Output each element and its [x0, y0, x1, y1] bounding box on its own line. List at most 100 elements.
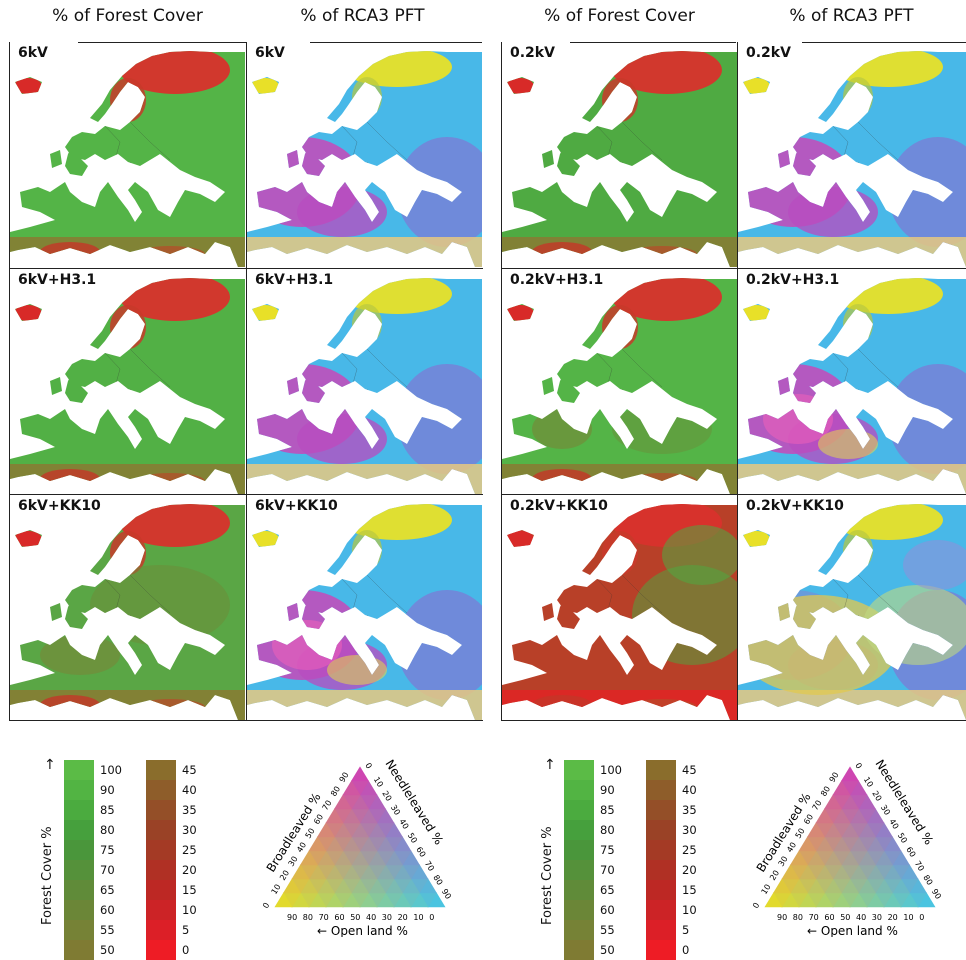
triangle-cell: [781, 864, 800, 880]
map-label: 6kV: [253, 44, 287, 62]
triangle-tick: 50: [406, 831, 419, 844]
triangle-tick: 10: [903, 913, 913, 922]
map-02kv-forest: 0.2kV: [502, 42, 737, 267]
triangle-tick: 0: [429, 913, 434, 922]
triangle-tick: 90: [440, 887, 453, 900]
forest-cover-tick: 30: [682, 823, 697, 837]
header-pft-right: % of RCA3 PFT: [789, 6, 914, 26]
triangle-cell: [772, 878, 792, 894]
triangle-tick: 90: [287, 913, 297, 922]
triangle-tick: 0: [261, 901, 271, 910]
triangle-cell: [840, 766, 860, 782]
map-02kv-kk10-forest: 0.2kV+KK10: [502, 495, 737, 720]
forest-cover-tick: 0: [682, 943, 690, 957]
forest-cover-tick: 70: [600, 863, 615, 877]
forest-cover-tick: 85: [100, 803, 115, 817]
triangle-tick: 60: [414, 845, 427, 858]
forest-cover-tick: 60: [600, 903, 615, 917]
forest-cover-swatch: [64, 820, 94, 840]
map-6kv-kk10-forest: 6kV+KK10: [10, 495, 245, 720]
forest-cover-tick: 75: [600, 843, 615, 857]
forest-cover-tick: 10: [682, 903, 697, 917]
forest-cover-tick: 30: [182, 823, 197, 837]
triangle-cell: [798, 836, 817, 852]
forest-cover-tick: 45: [182, 763, 197, 777]
triangle-cell: [316, 822, 336, 838]
forest-cover-tick: 50: [100, 943, 115, 957]
forest-cover-tick: 85: [600, 803, 615, 817]
map-label: 0.2kV+KK10: [508, 497, 610, 515]
triangle-cell: [308, 836, 327, 852]
forest-cover-legend-title: Forest Cover %: [540, 826, 555, 925]
openland-axis-label: ← Open land %: [807, 924, 898, 937]
forest-cover-swatch: [146, 840, 176, 860]
triangle-tick: 60: [824, 913, 834, 922]
forest-cover-swatch: [646, 820, 676, 840]
map-02kv-pft: 0.2kV: [738, 42, 966, 267]
triangle-tick: 0: [751, 901, 761, 910]
triangle-tick: 10: [372, 775, 385, 788]
triangle-tick: 70: [913, 859, 926, 872]
forest-cover-swatch: [646, 860, 676, 880]
map-02kv-kk10-pft: 0.2kV+KK10: [738, 495, 966, 720]
forest-cover-tick: 35: [182, 803, 197, 817]
forest-cover-swatch: [564, 840, 594, 860]
triangle-tick: 50: [304, 827, 317, 840]
map-label: 0.2kV+H3.1: [744, 271, 842, 289]
triangle-tick: 90: [777, 913, 787, 922]
map-label: 6kV+KK10: [253, 497, 340, 515]
forest-cover-tick: 0: [182, 943, 190, 957]
forest-cover-tick: 45: [682, 763, 697, 777]
forest-cover-tick: 60: [100, 903, 115, 917]
forest-cover-swatch: [564, 860, 594, 880]
forest-cover-swatch: [146, 860, 176, 880]
triangle-tick: 70: [423, 859, 436, 872]
triangle-cell: [299, 850, 319, 866]
triangle-cell: [764, 892, 783, 908]
pft-triangle-legend-left: 0 10 20 30 40 50 60 70 80 90 0 10 20 30 40 50 60 70 80 90 90…: [245, 745, 475, 938]
forest-cover-tick: 55: [600, 923, 615, 937]
forest-cover-swatch: [64, 760, 94, 780]
triangle-tick: 0: [919, 913, 924, 922]
forest-cover-tick: 20: [682, 863, 697, 877]
triangle-cell: [274, 892, 293, 908]
map-label: 6kV+KK10: [16, 497, 103, 515]
triangle-cell: [282, 878, 302, 894]
forest-cover-tick: 80: [600, 823, 615, 837]
triangle-tick: 10: [270, 883, 283, 896]
triangle-tick: 40: [887, 817, 900, 830]
triangle-tick: 50: [350, 913, 360, 922]
forest-cover-swatch: [646, 900, 676, 920]
forest-cover-swatch: [146, 920, 176, 940]
triangle-cell: [823, 794, 843, 810]
forest-cover-swatch: [646, 800, 676, 820]
forest-cover-tick: 40: [682, 783, 697, 797]
map-label: 0.2kV: [508, 44, 557, 62]
triangle-tick: 40: [366, 913, 376, 922]
triangle-cell: [333, 794, 353, 810]
panel-group-6kv: 6kV 6kV 6kV+H3.1 6kV+H3.1 6kV+KK10 6kV+K…: [9, 42, 483, 721]
triangle-tick: 60: [802, 813, 815, 826]
triangle-tick: 30: [287, 855, 300, 868]
triangle-tick: 20: [768, 869, 781, 882]
forest-cover-swatch: [646, 780, 676, 800]
forest-cover-tick: 10: [182, 903, 197, 917]
map-6kv-h31-pft: 6kV+H3.1: [247, 269, 482, 494]
triangle-tick: 80: [793, 913, 803, 922]
forest-cover-swatch: [564, 780, 594, 800]
map-label: 0.2kV+KK10: [744, 497, 846, 515]
triangle-cell: [789, 850, 809, 866]
forest-cover-tick: 70: [100, 863, 115, 877]
forest-cover-swatch: [64, 940, 94, 960]
map-label: 0.2kV+H3.1: [508, 271, 606, 289]
forest-cover-legend-title: Forest Cover %: [40, 826, 55, 925]
triangle-tick: 70: [809, 913, 819, 922]
forest-cover-swatch: [146, 780, 176, 800]
forest-cover-swatch: [64, 880, 94, 900]
forest-cover-swatch: [146, 880, 176, 900]
forest-cover-swatch: [564, 880, 594, 900]
forest-cover-swatch: [564, 940, 594, 960]
triangle-tick: 10: [760, 883, 773, 896]
panel-group-02kv: 0.2kV 0.2kV 0.2kV+H3.1 0.2kV+H3.1 0.2kV+…: [501, 42, 966, 721]
triangle-tick: 90: [930, 887, 943, 900]
